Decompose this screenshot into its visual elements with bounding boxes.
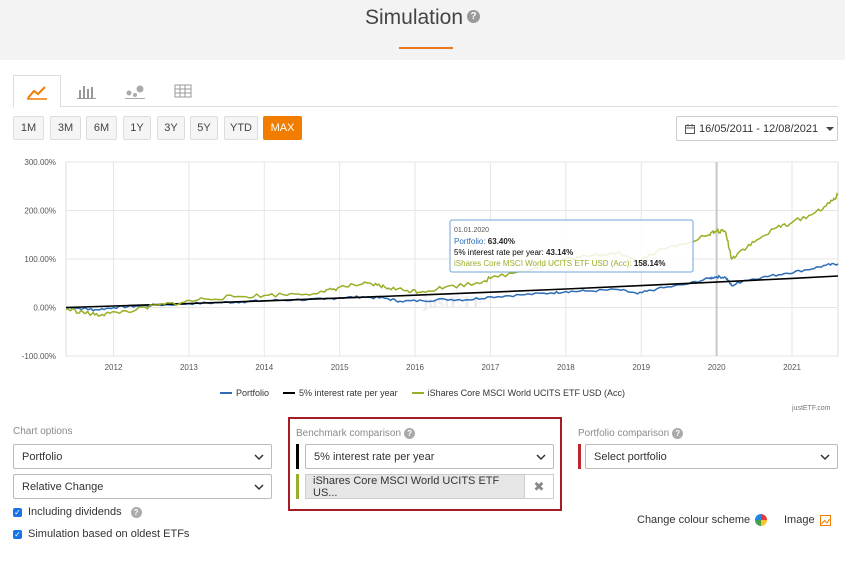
x-tick-label: 2018 [557,363,575,372]
chart-credit[interactable]: justETF.com [792,405,831,412]
dividends-checkbox-row[interactable]: ✓ Including dividends ? [13,506,142,518]
date-range-button[interactable]: 16/05/2011 - 12/08/2021 [676,116,838,141]
help-icon[interactable]: ? [404,428,416,439]
close-icon: ✖ [533,478,545,494]
tooltip-line: iShares Core MSCI World UCITS ETF USD (A… [454,259,665,268]
range-5y-button[interactable]: 5Y [190,116,218,140]
chart-options-label: Chart options [13,426,73,437]
series-line-interest [65,275,839,309]
legend-item-interest[interactable]: 5% interest rate per year [283,388,398,398]
chart-mode-select[interactable]: Relative Change [13,474,272,499]
title-underline [399,47,453,49]
image-icon [819,514,831,526]
legend-item-portfolio[interactable]: Portfolio [220,388,269,398]
legend-label: Portfolio [236,388,270,398]
oldest-etfs-checkbox-row[interactable]: ✓ Simulation based on oldest ETFs [13,528,189,540]
line-chart-icon [27,85,47,100]
legend-swatch [220,392,232,394]
checkbox-dividends[interactable]: ✓ [13,507,22,517]
y-tick-label: 100.00% [24,255,56,264]
y-tick-label: 200.00% [24,207,56,216]
chevron-down-icon [820,454,830,461]
date-range-text: 16/05/2011 - 12/08/2021 [699,122,819,135]
colour-wheel-icon [755,514,768,526]
chart-mode-value: Relative Change [22,480,104,493]
tab-table[interactable] [159,75,207,107]
benchmark-color-indicator [296,444,299,469]
x-tick-label: 2017 [482,363,500,372]
scatter-chart-icon [125,85,145,99]
checkbox-oldest-etfs[interactable]: ✓ [13,529,22,539]
x-tick-label: 2012 [105,363,123,372]
tooltip-date: 01.01.2020 [454,227,489,234]
calendar-icon [685,123,695,134]
portfolio-select-value: Select portfolio [594,450,667,463]
view-tabs [13,75,838,108]
etf-color-indicator [296,474,299,499]
x-tick-label: 2019 [632,363,650,372]
range-1y-button[interactable]: 1Y [123,116,151,140]
legend-swatch [283,392,296,394]
portfolio-comparison-label: Portfolio comparison? [578,428,684,439]
tab-scatter-chart[interactable] [111,75,159,107]
chevron-down-icon [254,484,264,491]
link-label: Image [784,514,815,526]
portfolio-color-indicator [578,444,581,469]
range-6m-button[interactable]: 6M [86,116,117,140]
chart-series-select[interactable]: Portfolio [13,444,272,469]
y-tick-label: -100.00% [22,352,56,361]
x-tick-label: 2016 [406,363,424,372]
x-tick-label: 2013 [180,363,198,372]
link-label: Change colour scheme [637,514,751,526]
legend-item-msci[interactable]: iShares Core MSCI World UCITS ETF USD (A… [411,388,625,398]
benchmark-label: Benchmark comparison? [296,428,416,439]
legend-swatch [411,392,424,394]
chart-watermark: justETF [422,293,483,312]
help-icon[interactable]: ? [130,506,142,518]
chevron-down-icon [536,454,546,461]
x-tick-label: 2015 [331,363,349,372]
x-tick-label: 2014 [255,363,273,372]
benchmark-value: 5% interest rate per year [314,450,435,463]
page-header: Simulation? [0,0,845,60]
range-max-button[interactable]: MAX [263,116,302,140]
remove-etf-button[interactable]: ✖ [525,474,554,499]
x-tick-label: 2020 [708,363,726,372]
tooltip-line: Portfolio: 63.40% [454,237,515,246]
help-icon[interactable]: ? [672,428,684,439]
bar-chart-icon [77,86,96,99]
benchmark-highlight-box [288,417,562,511]
chevron-down-icon [254,454,264,461]
tab-line-chart[interactable] [13,75,61,108]
range-3m-button[interactable]: 3M [50,116,81,140]
checkbox-label: Simulation based on oldest ETFs [28,528,190,540]
portfolio-select[interactable]: Select portfolio [585,444,838,469]
page-title: Simulation? [0,6,845,30]
benchmark-etf-chip: iShares Core MSCI World UCITS ETF US... [305,474,525,499]
y-tick-label: 300.00% [24,158,56,167]
checkbox-label: Including dividends [28,506,122,518]
caret-down-icon [826,126,835,131]
benchmark-select[interactable]: 5% interest rate per year [305,444,554,469]
series-line-msci [65,192,839,317]
help-icon[interactable]: ? [467,9,481,23]
x-tick-label: 2021 [783,363,801,372]
range-ytd-button[interactable]: YTD [224,116,258,140]
table-icon [174,84,192,98]
range-1m-button[interactable]: 1M [13,116,44,140]
chart-tooltip [449,219,694,273]
chart-legend: Portfolio 5% interest rate per year iSha… [220,388,625,398]
legend-label: 5% interest rate per year [299,388,398,398]
tooltip-line: 5% interest rate per year: 43.14% [454,248,573,257]
tab-bar-chart[interactable] [63,75,111,107]
image-export-link[interactable]: Image [784,514,831,526]
legend-label: iShares Core MSCI World UCITS ETF USD (A… [427,388,625,398]
performance-chart[interactable]: 300.00% 200.00% 100.00% 0.00% -100.00% 2012 20… [0,150,845,382]
chart-series-value: Portfolio [22,450,63,463]
y-tick-label: 0.00% [33,304,56,313]
range-3y-button[interactable]: 3Y [157,116,185,140]
change-colour-scheme-link[interactable]: Change colour scheme [637,514,768,526]
